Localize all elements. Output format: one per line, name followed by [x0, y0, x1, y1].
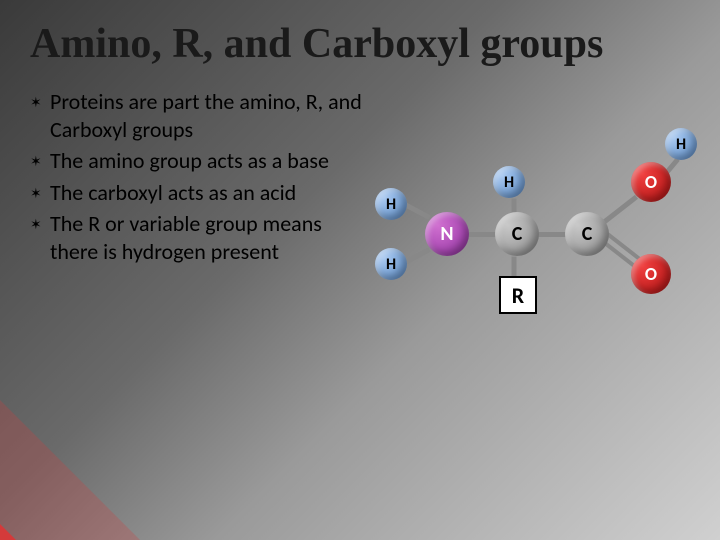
molecule-diagram: HHNHCRCOHO	[365, 118, 700, 358]
atom-h: H	[375, 188, 407, 220]
bullet-item: ✶The carboxyl acts as an acid	[30, 179, 365, 207]
atom-h: H	[375, 248, 407, 280]
bullet-marker-icon: ✶	[30, 88, 50, 143]
bullet-marker-icon: ✶	[30, 210, 50, 265]
r-group-box: R	[499, 276, 537, 314]
bullet-marker-icon: ✶	[30, 147, 50, 175]
bullet-list: ✶Proteins are part the amino, R, and Car…	[30, 88, 365, 358]
bullet-text: The carboxyl acts as an acid	[50, 179, 365, 207]
atom-o: O	[631, 254, 671, 294]
bullet-item: ✶The amino group acts as a base	[30, 147, 365, 175]
bullet-item: ✶The R or variable group means there is …	[30, 210, 365, 265]
atom-n: N	[425, 212, 469, 256]
atom-c: C	[495, 212, 539, 256]
atom-o: O	[631, 162, 671, 202]
atom-h: H	[665, 128, 697, 160]
atom-c: C	[565, 212, 609, 256]
bullet-text: The R or variable group means there is h…	[50, 210, 365, 265]
page-title: Amino, R, and Carboxyl groups	[0, 0, 720, 78]
bullet-marker-icon: ✶	[30, 179, 50, 207]
bullet-text: Proteins are part the amino, R, and Carb…	[50, 88, 365, 143]
atom-h: H	[493, 166, 525, 198]
bullet-text: The amino group acts as a base	[50, 147, 365, 175]
accent-triangle	[0, 524, 16, 540]
content-row: ✶Proteins are part the amino, R, and Car…	[0, 78, 720, 358]
bullet-item: ✶Proteins are part the amino, R, and Car…	[30, 88, 365, 143]
